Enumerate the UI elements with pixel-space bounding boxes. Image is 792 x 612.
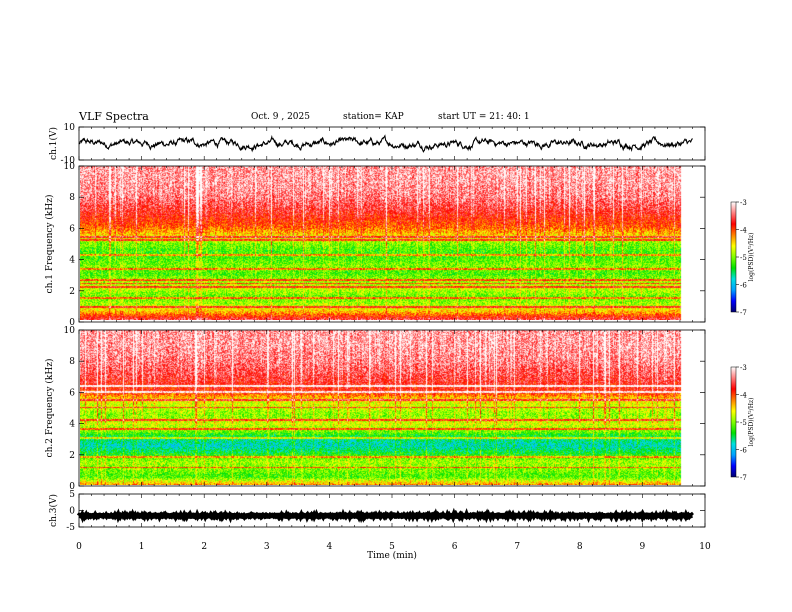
x-tick-label: 2 <box>201 542 207 552</box>
start-time-label: start UT = 21: 40: 1 <box>438 112 530 122</box>
ch3-waveform-panel: 5 0 -5 ch.3(V) <box>48 490 705 533</box>
time-axis: 0 1 2 3 4 5 6 7 8 9 10 Time (min) <box>76 542 711 561</box>
panel-1-ytick-label: 6 <box>69 224 75 234</box>
colorbar-tick-label: -3 <box>740 199 747 207</box>
x-tick-label: 3 <box>264 542 270 552</box>
colorbar-tick-label: -7 <box>740 309 747 317</box>
colorbar-tick-label: -3 <box>740 364 747 372</box>
panel-3-ylabel: ch.3(V) <box>48 494 59 527</box>
colorbar-tick-label: -7 <box>740 474 747 482</box>
station-label: station= KAP <box>343 112 404 122</box>
colorbar-tick-label: -5 <box>740 419 747 427</box>
colorbar-tick-label: -4 <box>740 392 747 400</box>
x-tick-label: 6 <box>452 542 458 552</box>
panel-1-ytick-label: 0 <box>69 318 75 328</box>
x-tick-label: 7 <box>514 542 520 552</box>
ch2-spectrogram-image <box>80 330 693 485</box>
panel-1-ylabel: ch.1 Frequency (kHz) <box>44 195 55 294</box>
panel-1-ytick-label: 2 <box>69 287 75 297</box>
ch1-spectrogram-panel: 0 2 4 6 8 10 ch.1 Frequency (kHz) <box>44 162 705 328</box>
panel-frames <box>78 126 706 528</box>
colorbar-tick-label: -5 <box>740 254 747 262</box>
ch1-spectrogram-image <box>80 166 693 320</box>
panel-3-ytick-label: 0 <box>69 507 75 517</box>
panel-0-ytick-label: -10 <box>61 156 76 166</box>
x-tick-label: 5 <box>389 542 395 552</box>
x-tick-label: 0 <box>76 542 82 552</box>
panel-2-ytick-label: 2 <box>69 451 75 461</box>
ch2-colorbar: -3 -4 -5 -6 -7 log(PSD)(V²/Hz) <box>730 364 755 482</box>
x-tick-label: 1 <box>139 542 145 552</box>
x-axis-label: Time (min) <box>367 550 417 561</box>
colorbar-tick-label: -6 <box>740 282 747 290</box>
colorbar-tick-label: -6 <box>740 447 747 455</box>
panel-1-ytick-label: 8 <box>69 193 75 203</box>
colorbar-tick-label: -4 <box>740 227 747 235</box>
panel-2-ytick-label: 8 <box>69 357 75 367</box>
panel-2-ytick-label: 4 <box>69 420 75 430</box>
panel-0-ytick-label: 10 <box>64 123 76 133</box>
panel-0-trace <box>78 134 693 153</box>
panel-2-ytick-label: 6 <box>69 388 75 398</box>
panel-3-ytick-label: 5 <box>69 490 75 500</box>
x-tick-label: 4 <box>327 542 333 552</box>
panel-3-ytick-label: -5 <box>66 523 75 533</box>
date-label: Oct. 9 , 2025 <box>251 112 310 122</box>
ch2-spectrogram-panel: 0 2 4 6 8 10 ch.2 Frequency (kHz) <box>44 326 705 492</box>
panel-3-frame <box>78 493 706 528</box>
ch1-colorbar: -3 -4 -5 -6 -7 log(PSD)(V²/Hz) <box>730 199 755 317</box>
colorbar-label: log(PSD)(V²/Hz) <box>748 398 755 447</box>
x-tick-label: 10 <box>699 542 711 552</box>
panel-2-ytick-label: 0 <box>69 482 75 492</box>
panel-1-ytick-label: 10 <box>64 162 76 172</box>
panel-3-trace <box>76 507 694 524</box>
colorbar-label: log(PSD)(V²/Hz) <box>748 233 755 282</box>
panel-0-ylabel: ch.1(V) <box>48 127 59 160</box>
panel-1-ytick-label: 4 <box>69 256 75 266</box>
x-tick-label: 9 <box>640 542 646 552</box>
x-tick-label: 8 <box>577 542 583 552</box>
panel-2-ytick-label: 10 <box>64 326 76 336</box>
panel-2-ylabel: ch.2 Frequency (kHz) <box>44 359 55 458</box>
chart-title: VLF Spectra <box>79 110 149 123</box>
